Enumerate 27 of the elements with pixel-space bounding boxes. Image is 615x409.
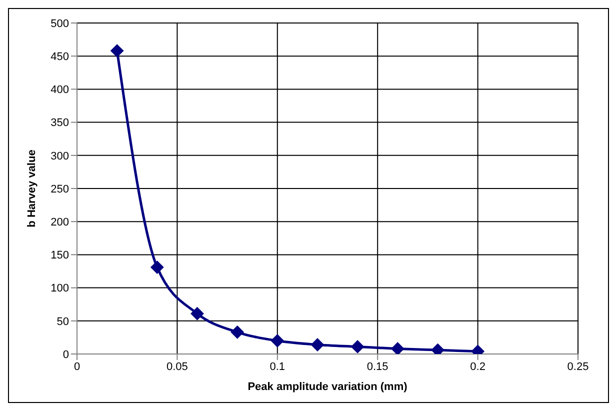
y-tick-label: 450: [50, 51, 69, 64]
y-tick-label: 0: [62, 348, 69, 361]
point: [150, 260, 164, 274]
point: [351, 340, 364, 354]
x-tick-label: 0.2: [470, 360, 486, 373]
y-tick-label: 350: [50, 117, 69, 130]
y-tick-label: 150: [50, 250, 69, 262]
point: [190, 307, 204, 320]
y-tick-label: 500: [50, 18, 69, 30]
x-tick-label: 0.05: [166, 360, 188, 373]
point: [270, 334, 284, 348]
y-tick-label: 250: [50, 183, 69, 196]
x-tick-label: 0: [74, 360, 80, 373]
x-tick-label: 0.15: [366, 360, 388, 373]
y-tick-label: 400: [50, 84, 69, 96]
point: [230, 326, 244, 339]
x-tick-label: 0.25: [567, 360, 589, 373]
y-tick-label: 300: [50, 150, 69, 162]
point: [110, 44, 124, 58]
y-tick-label: 50: [56, 316, 69, 328]
point: [391, 342, 404, 354]
x-axis-title: Peak amplitude variation (mm): [248, 381, 408, 393]
y-tick-label: 200: [50, 216, 69, 229]
point: [310, 338, 324, 352]
y-tick-label: 100: [50, 282, 69, 295]
y-axis-title: b Harvey value: [26, 150, 38, 228]
x-tick-label: 0.1: [270, 360, 286, 373]
